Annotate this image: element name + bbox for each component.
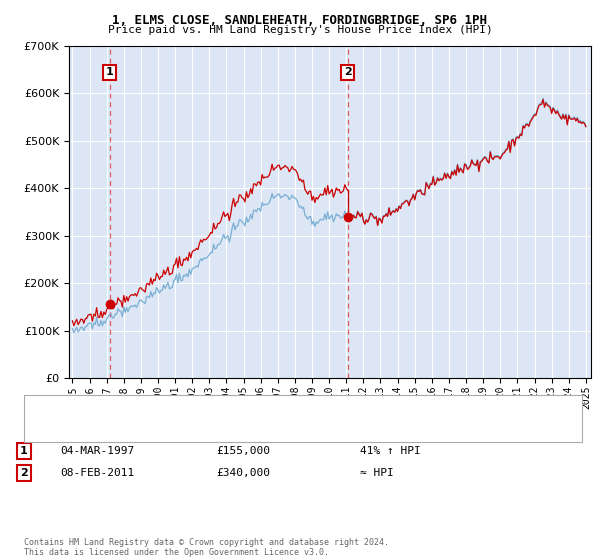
Text: 1, ELMS CLOSE, SANDLEHEATH, FORDINGBRIDGE, SP6 1PH: 1, ELMS CLOSE, SANDLEHEATH, FORDINGBRIDG… <box>113 14 487 27</box>
Text: HPI: Average price, detached house, New Forest: HPI: Average price, detached house, New … <box>69 424 356 435</box>
Text: 2: 2 <box>20 468 28 478</box>
Text: £340,000: £340,000 <box>216 468 270 478</box>
Text: 08-FEB-2011: 08-FEB-2011 <box>60 468 134 478</box>
Text: 2: 2 <box>344 68 352 77</box>
Text: 1: 1 <box>20 446 28 456</box>
Text: 1, ELMS CLOSE, SANDLEHEATH, FORDINGBRIDGE, SP6 1PH (detached house): 1, ELMS CLOSE, SANDLEHEATH, FORDINGBRIDG… <box>69 402 488 412</box>
Text: £155,000: £155,000 <box>216 446 270 456</box>
Text: ≈ HPI: ≈ HPI <box>360 468 394 478</box>
Text: 04-MAR-1997: 04-MAR-1997 <box>60 446 134 456</box>
Text: Contains HM Land Registry data © Crown copyright and database right 2024.
This d: Contains HM Land Registry data © Crown c… <box>24 538 389 557</box>
Text: ————: ———— <box>36 423 86 436</box>
Text: 1: 1 <box>106 68 113 77</box>
Text: ————: ———— <box>36 400 86 414</box>
Text: 41% ↑ HPI: 41% ↑ HPI <box>360 446 421 456</box>
Text: Price paid vs. HM Land Registry's House Price Index (HPI): Price paid vs. HM Land Registry's House … <box>107 25 493 35</box>
